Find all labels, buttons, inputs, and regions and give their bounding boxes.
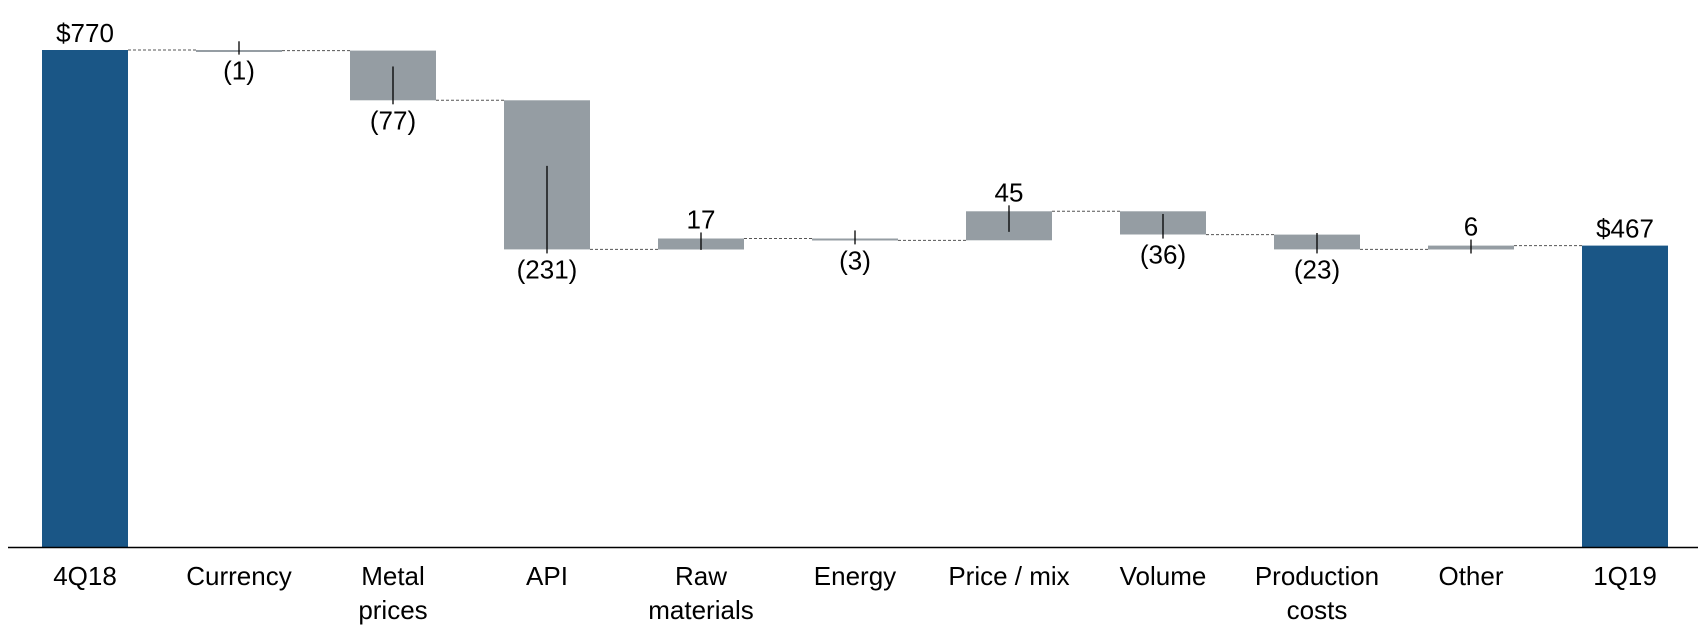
category-label: prices bbox=[358, 595, 427, 625]
data-label: (3) bbox=[839, 245, 871, 275]
data-label: $770 bbox=[56, 18, 114, 48]
data-label: (1) bbox=[223, 56, 255, 86]
connector-lines bbox=[128, 49, 1582, 250]
category-label: Price / mix bbox=[948, 561, 1069, 591]
data-labels: $770 (1) (77) (231) 17 (3) 45 (36) (23) 6 $467 bbox=[56, 18, 1654, 284]
category-label: Energy bbox=[814, 561, 896, 591]
data-label: 17 bbox=[687, 205, 716, 235]
category-label: costs bbox=[1287, 595, 1348, 625]
category-labels: 4Q18 Currency Metal prices API Raw materials En… bbox=[53, 561, 1657, 625]
data-label: 6 bbox=[1464, 212, 1478, 242]
data-label: 45 bbox=[995, 177, 1024, 207]
category-label: API bbox=[526, 561, 568, 591]
category-label: 1Q19 bbox=[1593, 561, 1657, 591]
data-label: (77) bbox=[370, 105, 416, 135]
data-label: (36) bbox=[1140, 240, 1186, 270]
data-label: (23) bbox=[1294, 254, 1340, 284]
category-label: Metal bbox=[361, 561, 425, 591]
total-bar bbox=[1582, 245, 1668, 547]
bars bbox=[42, 50, 1668, 547]
total-bar bbox=[42, 50, 128, 547]
value-ticks bbox=[238, 41, 1472, 254]
data-label: $467 bbox=[1596, 214, 1654, 244]
data-label: (231) bbox=[517, 254, 578, 284]
category-label: 4Q18 bbox=[53, 561, 117, 591]
category-label: Currency bbox=[186, 561, 291, 591]
category-label: Production bbox=[1255, 561, 1379, 591]
category-label: Volume bbox=[1120, 561, 1207, 591]
category-label: Raw bbox=[675, 561, 727, 591]
category-label: materials bbox=[648, 595, 753, 625]
category-label: Other bbox=[1438, 561, 1503, 591]
